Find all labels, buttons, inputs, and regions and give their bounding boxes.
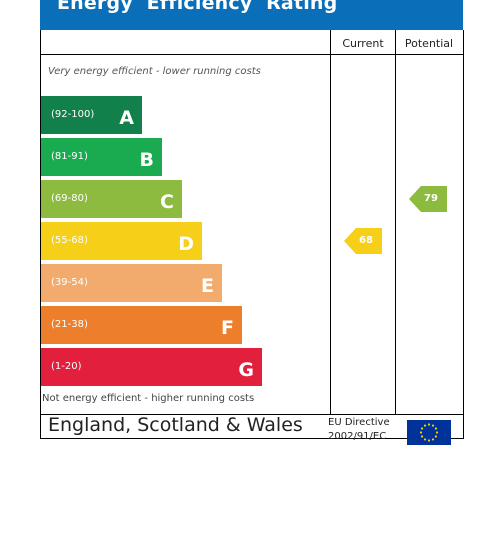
band-letter: F xyxy=(221,317,234,339)
band-letter: D xyxy=(178,233,194,255)
band-range: (39-54) xyxy=(51,277,88,288)
band-range: (1-20) xyxy=(51,361,82,372)
current-column-divider xyxy=(330,30,331,414)
inefficient-note: Not energy efficient - higher running co… xyxy=(42,393,255,404)
band-range: (55-68) xyxy=(51,235,88,246)
chart-title: Energy Efficiency Rating xyxy=(57,0,338,14)
current-arrow-shape xyxy=(344,228,382,254)
potential-rating-value: 79 xyxy=(424,193,438,204)
band-letter: B xyxy=(139,149,154,171)
header-divider xyxy=(40,54,463,55)
eu-directive-text: EU Directive 2002/91/EC xyxy=(328,416,394,444)
energy-efficiency-chart: Energy Efficiency Rating Current Potenti… xyxy=(40,0,464,450)
band-range: (92-100) xyxy=(51,109,95,120)
band-letter: A xyxy=(119,107,134,129)
band-letter: E xyxy=(201,275,214,297)
potential-column-header: Potential xyxy=(404,37,454,50)
band-letter: G xyxy=(238,359,254,381)
current-column-header: Current xyxy=(342,37,384,50)
title-bar: Energy Efficiency Rating xyxy=(40,0,463,30)
band-f: (21-38) F xyxy=(41,306,242,344)
region-label: England, Scotland & Wales xyxy=(48,414,303,436)
band-b: (81-91) B xyxy=(41,138,162,176)
band-d: (55-68) D xyxy=(41,222,202,260)
footer-divider xyxy=(40,414,463,415)
current-rating-arrow: 68 xyxy=(344,228,382,254)
potential-arrow-shape xyxy=(409,186,447,212)
potential-column-divider xyxy=(395,30,396,414)
potential-rating-arrow: 79 xyxy=(409,186,447,212)
band-c: (69-80) C xyxy=(41,180,182,218)
efficient-note: Very energy efficient - lower running co… xyxy=(48,66,261,77)
band-g: (1-20) G xyxy=(41,348,262,386)
band-e: (39-54) E xyxy=(41,264,222,302)
band-a: (92-100) A xyxy=(41,96,142,134)
chart-frame xyxy=(40,30,464,439)
current-rating-value: 68 xyxy=(359,235,373,246)
band-range: (69-80) xyxy=(51,193,88,204)
band-range: (81-91) xyxy=(51,151,88,162)
eu-directive-line2: 2002/91/EC xyxy=(328,431,387,442)
eu-flag-icon xyxy=(407,420,451,445)
band-letter: C xyxy=(160,191,174,213)
band-range: (21-38) xyxy=(51,319,88,330)
eu-directive-line1: EU Directive xyxy=(328,417,390,428)
